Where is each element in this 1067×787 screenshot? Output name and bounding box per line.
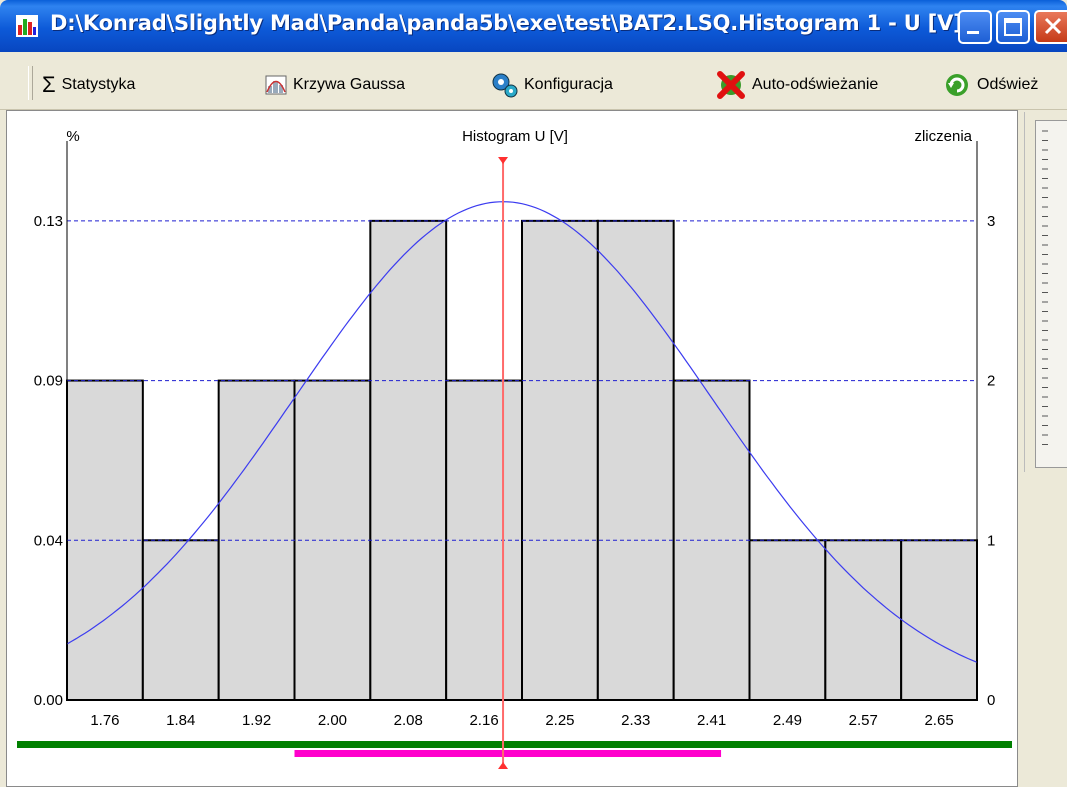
side-panel [1024,112,1067,472]
x-tick-label: 2.41 [697,712,726,729]
right-tick-label: 3 [987,213,995,230]
histogram-bar [824,539,903,701]
histogram-chart: Histogram U [V] % zliczenia 0.00 0.04 0.09… [17,128,1012,769]
right-tick-label: 2 [987,373,995,390]
minimize-button[interactable] [958,10,992,44]
x-tick-label: 2.00 [318,712,347,729]
toolbar: Σ Statystyka Krzywa Gaussa Konfiguracja [0,52,1067,110]
gauss-curve-label: Krzywa Gaussa [293,76,406,93]
maximize-button[interactable] [996,10,1030,44]
x-tick-label: 2.49 [773,712,802,729]
histogram-bar [369,219,448,701]
title-bar[interactable]: D:\Konrad\Slightly Mad\Panda\panda5b\exe… [0,0,1067,52]
x-tick-label: 1.76 [90,712,119,729]
left-tick-label: 0.09 [34,373,63,390]
x-tick-label: 2.33 [621,712,650,729]
left-tick-label: 0.04 [34,532,63,549]
histogram-bar [748,539,827,701]
bar-chart-icon [16,15,38,37]
x-tick-label: 2.25 [545,712,574,729]
gauss-curve [66,201,978,663]
configuration-button[interactable]: Konfiguracja [490,70,613,100]
close-icon [1044,17,1062,35]
mean-top-marker [498,157,509,164]
auto-refresh-label: Auto-odświeżanie [752,76,879,93]
minimize-icon [967,31,979,34]
refresh-icon [946,74,968,96]
histogram-bar [141,539,220,701]
sigma-icon: Σ [42,72,56,97]
x-tick-label: 2.57 [849,712,878,729]
maximize-icon [1004,18,1022,36]
x-tick-label: 1.92 [242,712,271,729]
close-button[interactable] [1034,10,1067,44]
auto-refresh-button[interactable]: Auto-odświeżanie [716,70,878,100]
spread-bar [294,750,722,757]
right-axis-label: zliczenia [914,128,972,145]
gears-icon [492,73,518,98]
histogram-bar [900,539,979,701]
gauss-curve-icon [265,75,287,95]
gauss-curve-button[interactable]: Krzywa Gaussa [265,70,405,100]
ruler-ticks [1042,130,1048,445]
x-tick-label: 2.16 [469,712,498,729]
x-tick-label: 1.84 [166,712,195,729]
vertical-ruler[interactable] [1035,120,1067,468]
refresh-label: Odśwież [977,76,1039,93]
toolbar-grip[interactable] [28,66,33,100]
mean-bottom-marker [498,762,509,769]
statistics-button[interactable]: Σ Statystyka [42,70,135,100]
left-tick-label: 0.13 [34,213,63,230]
refresh-button[interactable]: Odśwież [943,70,1038,100]
statistics-label: Statystyka [61,76,136,93]
left-tick-label: 0.00 [34,692,63,709]
range-bar [17,741,1012,748]
right-tick-label: 1 [987,532,995,549]
plot-area[interactable]: Histogram U [V] % zliczenia 0.00 0.04 0.09… [6,110,1018,787]
auto-refresh-disabled-icon [717,71,745,99]
configuration-label: Konfiguracja [524,76,613,93]
x-tick-label: 2.65 [924,712,953,729]
left-axis-label: % [66,128,79,145]
histogram-bar [521,219,599,701]
x-tick-label: 2.08 [394,712,423,729]
window-title: D:\Konrad\Slightly Mad\Panda\panda5b\exe… [50,11,963,35]
chart-title: Histogram U [V] [462,128,568,145]
right-tick-label: 0 [987,692,995,709]
